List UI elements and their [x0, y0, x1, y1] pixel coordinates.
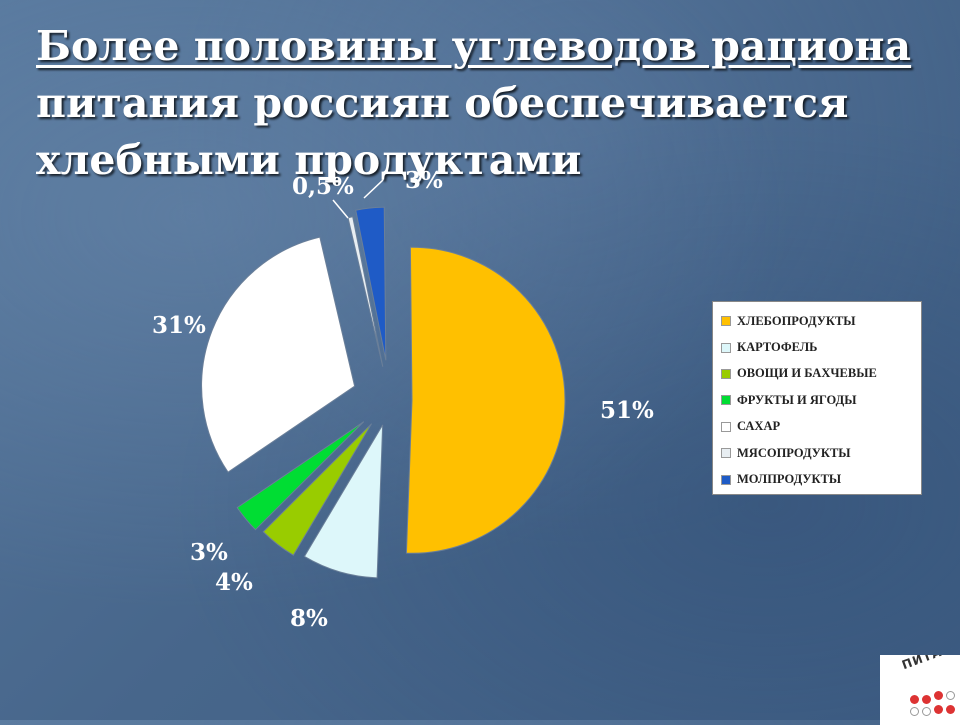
slice-label: 51% — [600, 397, 654, 424]
slice-label: 8% — [290, 605, 328, 632]
pie-slice — [405, 246, 566, 554]
pie-slice — [303, 424, 384, 579]
legend-swatch — [721, 342, 731, 353]
legend-label: МЯСОПРОДУКТЫ — [737, 445, 851, 460]
nutrition-logo: ПИТАН — [880, 655, 960, 725]
legend-label: МОЛПРОДУКТЫ — [737, 472, 842, 487]
slice-label: 4% — [215, 569, 253, 596]
slice-label: 0,5% — [292, 173, 354, 200]
legend-label: ОВОЩИ И БАХЧЕВЫЕ — [737, 366, 877, 381]
legend-item: ХЛЕБОПРОДУКТЫ — [721, 308, 921, 334]
pie-slice — [262, 423, 372, 556]
slide-title: Более половины углеводов рациона питания… — [36, 18, 936, 189]
legend-item: МОЛПРОДУКТЫ — [721, 466, 921, 492]
pie-slice — [355, 206, 387, 361]
legend-label: САХАР — [737, 419, 781, 434]
slice-label: 31% — [152, 312, 206, 339]
legend-swatch — [721, 448, 731, 459]
pie-slice — [236, 421, 365, 531]
legend-item: ФРУКТЫ И ЯГОДЫ — [721, 387, 921, 413]
legend-label: КАРТОФЕЛЬ — [737, 340, 818, 355]
pie-slice — [201, 236, 356, 473]
legend-label: ХЛЕБОПРОДУКТЫ — [737, 313, 856, 328]
logo-text: ПИТАН — [900, 655, 955, 673]
legend-swatch — [721, 368, 731, 379]
legend-swatch — [721, 474, 731, 485]
leader-line — [332, 199, 349, 219]
title-line-2: питания россиян обеспечивается — [36, 79, 849, 127]
legend-item: ОВОЩИ И БАХЧЕВЫЕ — [721, 361, 921, 387]
legend-item: САХАР — [721, 414, 921, 440]
legend-swatch — [721, 421, 731, 432]
legend-item: МЯСОПРОДУКТЫ — [721, 440, 921, 466]
legend-label: ФРУКТЫ И ЯГОДЫ — [737, 392, 857, 407]
leader-line — [363, 179, 384, 199]
legend-swatch — [721, 395, 731, 406]
legend-item: КАРТОФЕЛЬ — [721, 334, 921, 360]
legend-swatch — [721, 316, 731, 327]
slice-label: 3% — [190, 539, 228, 566]
chart-legend: ХЛЕБОПРОДУКТЫ КАРТОФЕЛЬ ОВОЩИ И БАХЧЕВЫЕ ФР… — [712, 301, 922, 495]
title-line-1: Более половины углеводов рациона — [36, 22, 912, 70]
slice-label: 3% — [405, 167, 443, 194]
title-line-3: хлебными продуктами — [36, 136, 582, 184]
